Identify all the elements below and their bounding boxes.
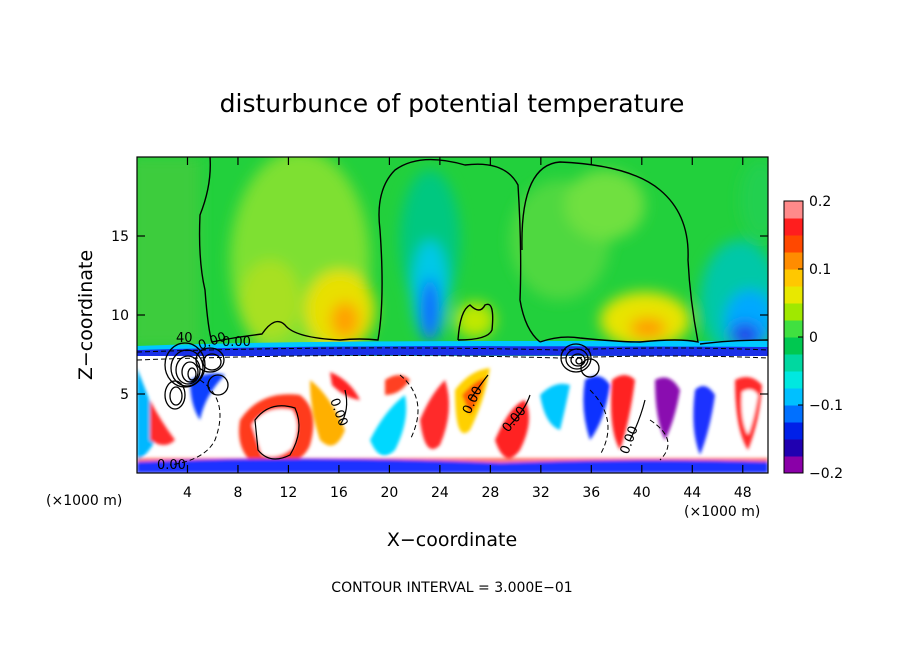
colorbar-swatch <box>784 303 803 321</box>
y-axis-label: Z−coordinate <box>75 250 97 380</box>
inversion-band <box>137 344 768 358</box>
x-tick-label: 28 <box>481 485 499 501</box>
upper-field-shading <box>137 157 768 370</box>
y-tick-label: 5 <box>120 387 129 403</box>
solid-lower-contours <box>254 374 646 460</box>
x-unit-label-right: (×1000 m) <box>684 504 760 520</box>
colorbar-tick-label: 0 <box>809 330 818 346</box>
colorbar-ticks: 0.2 0.1 0 −0.1 −0.2 <box>798 194 843 482</box>
dashed-contours <box>137 347 768 466</box>
x-tick-label: 20 <box>380 485 398 501</box>
colorbar-swatch <box>784 286 803 304</box>
x-tick-label: 8 <box>233 485 242 501</box>
x-tick-label: 48 <box>734 485 752 501</box>
colorbar-swatch <box>784 218 803 236</box>
colorbar-swatch <box>784 422 803 440</box>
colorbar-swatch <box>784 320 803 338</box>
colorbar-swatch <box>784 439 803 457</box>
colorbar-swatch <box>784 354 803 372</box>
chart-title: disturbunce of potential temperature <box>220 89 685 118</box>
colorbar-tick-label: 0.1 <box>809 262 831 278</box>
contour-cluster-right <box>560 343 600 378</box>
contour-lines <box>198 157 768 345</box>
colorbar-swatch <box>784 252 803 270</box>
contour-cluster-left <box>164 342 229 410</box>
colorbar-tick-label: −0.2 <box>809 466 843 482</box>
colorbar-tick-label: −0.1 <box>809 398 843 414</box>
x-axis-label: X−coordinate <box>387 529 517 551</box>
x-unit-label-left: (×1000 m) <box>46 493 122 509</box>
x-tick-label: 44 <box>683 485 701 501</box>
x-tick-label: 12 <box>280 485 298 501</box>
x-tick-label: 32 <box>532 485 550 501</box>
x-tick-label: 24 <box>431 485 449 501</box>
colorbar <box>783 200 804 474</box>
plot-area: 0.00 0.00 0.00 0.00 0.00 0.00 0.00 40 <box>137 157 768 473</box>
colorbar-swatch <box>784 371 803 389</box>
colorbar-swatch <box>784 235 803 253</box>
contour-label: 0.00 <box>222 335 251 350</box>
contour-label: 0.00 <box>157 458 186 473</box>
contour-label: 40 <box>176 331 193 346</box>
x-tick-label: 4 <box>183 485 192 501</box>
colorbar-swatch <box>784 405 803 423</box>
x-tick-label: 36 <box>582 485 600 501</box>
y-tick-label: 10 <box>111 308 129 324</box>
colorbar-tick-label: 0.2 <box>809 194 831 210</box>
colorbar-swatch <box>784 456 803 474</box>
x-axis-ticks: 4 8 12 16 20 24 28 32 36 40 44 48 <box>183 157 752 501</box>
contour-interval-note: CONTOUR INTERVAL = 3.000E−01 <box>331 580 572 596</box>
colorbar-swatch <box>784 269 803 287</box>
lower-layer <box>137 356 768 473</box>
x-tick-label: 40 <box>633 485 651 501</box>
colorbar-swatch <box>784 201 803 219</box>
y-tick-label: 15 <box>111 229 129 245</box>
y-axis-ticks: 5 10 15 <box>111 229 768 403</box>
colorbar-swatch <box>784 388 803 406</box>
colorbar-swatch <box>784 337 803 355</box>
x-tick-label: 16 <box>330 485 348 501</box>
